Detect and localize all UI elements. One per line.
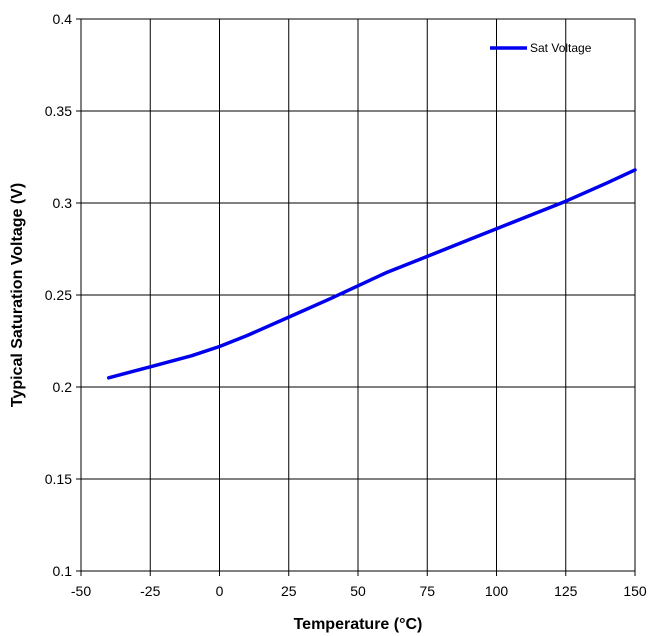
y-tick-label: 0.25 — [45, 287, 72, 303]
x-tick-label: 25 — [281, 583, 297, 599]
x-axis-title: Temperature (°C) — [294, 616, 423, 633]
y-tick-label: 0.4 — [53, 11, 73, 27]
x-tick-label: -25 — [140, 583, 160, 599]
y-axis-title: Typical Saturation Voltage (V) — [9, 183, 26, 407]
gridlines — [80, 18, 636, 572]
x-axis-tick-labels: -50 -25 0 25 50 75 100 125 150 — [71, 583, 647, 599]
y-tick-label: 0.2 — [53, 379, 73, 395]
y-tick-label: 0.1 — [53, 563, 73, 579]
x-tick-label: -50 — [71, 583, 91, 599]
legend-label-sat-voltage: Sat Voltage — [530, 41, 592, 55]
x-tick-label: 75 — [419, 583, 435, 599]
x-tick-label: 50 — [350, 583, 366, 599]
series-layer — [106, 168, 637, 380]
x-tick-label: 125 — [554, 583, 578, 599]
y-axis-tick-labels: 0.1 0.15 0.2 0.25 0.3 0.35 0.4 — [45, 11, 72, 579]
x-tick-label: 100 — [485, 583, 509, 599]
axis-ticks — [76, 18, 636, 576]
x-tick-label: 0 — [216, 583, 224, 599]
series-line-sat-voltage — [106, 168, 637, 380]
x-tick-label: 150 — [623, 583, 647, 599]
legend: Sat Voltage — [490, 41, 592, 55]
y-tick-label: 0.3 — [53, 195, 73, 211]
y-tick-label: 0.15 — [45, 471, 72, 487]
y-tick-label: 0.35 — [45, 103, 72, 119]
